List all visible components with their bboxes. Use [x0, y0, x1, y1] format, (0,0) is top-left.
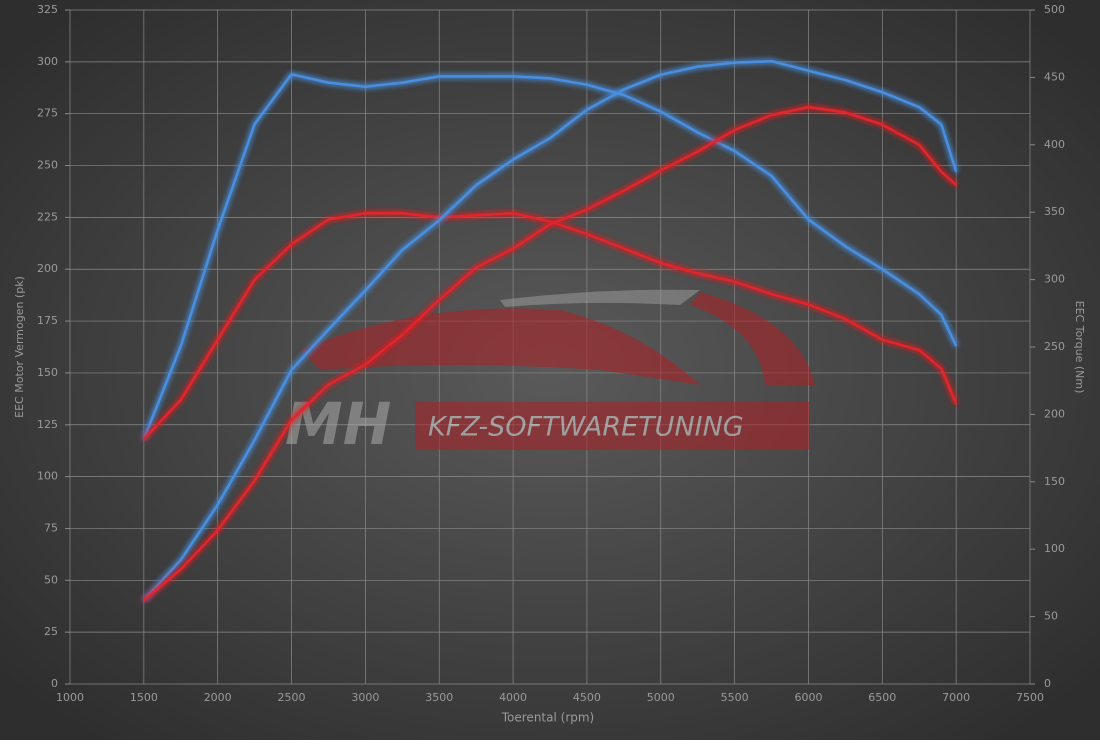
y-tick-label: 25	[44, 625, 58, 638]
x-tick-label: 2000	[204, 691, 232, 704]
y-tick-label: 175	[37, 314, 58, 327]
curve	[142, 73, 958, 440]
y2-tick-label: 250	[1044, 340, 1065, 353]
x-axis-label: Toerental (rpm)	[501, 711, 594, 725]
x-tick-label: 3000	[351, 691, 379, 704]
y-tick-label: 300	[37, 55, 58, 68]
curve	[142, 59, 958, 602]
logo-band	[415, 402, 810, 450]
y2-axis-label: EEC Torque (Nm)	[1073, 301, 1086, 394]
y-tick-label: 250	[37, 159, 58, 172]
y2-tick-label: 100	[1044, 542, 1065, 555]
y-tick-label: 275	[37, 107, 58, 120]
y-tick-label: 325	[37, 3, 58, 16]
x-tick-label: 7500	[1016, 691, 1044, 704]
x-tick-label: 5000	[647, 691, 675, 704]
x-tick-label: 1500	[130, 691, 158, 704]
y2-tick-label: 0	[1044, 677, 1051, 690]
y-tick-label: 150	[37, 366, 58, 379]
y-tick-label: 100	[37, 470, 58, 483]
y2-tick-label: 50	[1044, 610, 1058, 623]
curve	[142, 211, 958, 441]
y2-tick-label: 400	[1044, 138, 1065, 151]
x-tick-label: 5500	[721, 691, 749, 704]
y-tick-label: 125	[37, 418, 58, 431]
x-tick-label: 7000	[942, 691, 970, 704]
y-tick-label: 50	[44, 573, 58, 586]
y-tick-label: 200	[37, 262, 58, 275]
logo-roof	[500, 289, 700, 307]
y-axis-label: EEC Motor Vermogen (pk)	[13, 276, 26, 418]
logo-mh: MH	[285, 390, 391, 458]
y2-tick-label: 150	[1044, 475, 1065, 488]
x-tick-label: 4500	[573, 691, 601, 704]
x-tick-label: 3500	[425, 691, 453, 704]
y2-tick-label: 350	[1044, 205, 1065, 218]
y2-tick-label: 300	[1044, 273, 1065, 286]
logo-text: KFZ-SOFTWARETUNING	[428, 412, 744, 443]
y2-tick-label: 450	[1044, 70, 1065, 83]
y-tick-label: 0	[51, 677, 58, 690]
logo-car	[300, 308, 700, 385]
watermark: MH KFZ-SOFTWARETUNING	[285, 289, 815, 458]
x-tick-label: 6000	[794, 691, 822, 704]
y2-tick-label: 500	[1044, 3, 1065, 16]
y2-tick-label: 200	[1044, 407, 1065, 420]
x-tick-label: 6500	[868, 691, 896, 704]
x-tick-label: 2500	[278, 691, 306, 704]
y-tick-label: 225	[37, 210, 58, 223]
x-tick-label: 4000	[499, 691, 527, 704]
y-tick-label: 75	[44, 521, 58, 534]
curve	[142, 105, 958, 602]
logo-arc	[690, 292, 815, 385]
x-tick-label: 1000	[56, 691, 84, 704]
